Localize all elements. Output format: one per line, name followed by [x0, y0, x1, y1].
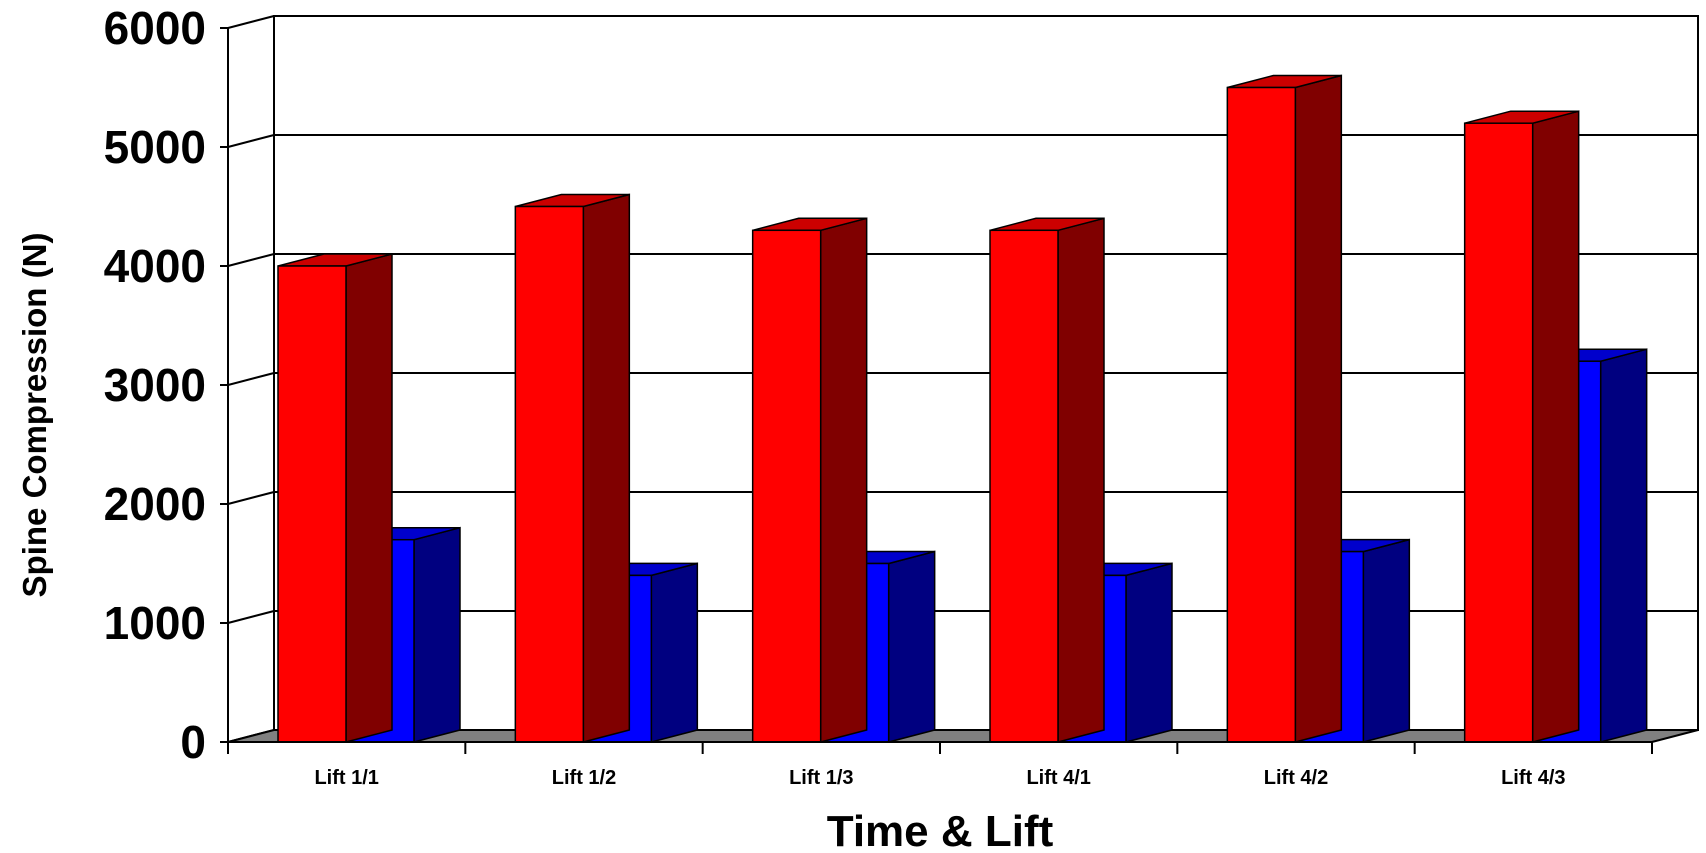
bars [277, 74, 1648, 743]
gridline-side [227, 15, 275, 29]
bar-front [277, 265, 347, 743]
bar [1463, 110, 1580, 743]
y-tick-label: 4000 [104, 240, 206, 292]
bar [514, 193, 631, 743]
bar-side [819, 217, 868, 743]
axes [220, 27, 1653, 754]
gridline-side [227, 134, 275, 148]
bar-front [1463, 122, 1534, 743]
x-category-label: Lift 4/2 [1264, 767, 1328, 789]
bar-side [1531, 110, 1580, 743]
bar-side [1599, 348, 1648, 743]
bar-side [887, 550, 936, 743]
y-tick-label: 0 [180, 716, 206, 768]
bar-side [1057, 217, 1105, 743]
bar-front [989, 229, 1059, 743]
y-tick-labels: 0 1000 2000 3000 4000 5000 6000 [104, 2, 206, 768]
bar [277, 253, 393, 743]
bar-side [582, 193, 631, 743]
bar-side [1294, 74, 1343, 743]
bar-side [413, 526, 461, 743]
y-tick-label: 6000 [104, 2, 206, 54]
x-category-label: Lift 4/1 [1026, 767, 1090, 789]
y-axis-title: Spine Compression (N) [16, 233, 53, 598]
bar-side [1362, 538, 1411, 743]
gridline-side [227, 491, 275, 505]
y-tick-label: 5000 [104, 121, 206, 173]
x-category-label: Lift 1/2 [552, 767, 616, 789]
bar-side [650, 562, 699, 743]
x-category-label: Lift 4/3 [1501, 767, 1565, 789]
bar [751, 217, 868, 743]
gridline-side [227, 253, 275, 267]
x-axis-title: Time & Lift [827, 807, 1054, 853]
bar-front [1226, 86, 1297, 743]
y-tick-label: 3000 [104, 359, 206, 411]
y-tick-label: 1000 [104, 597, 206, 649]
bar [1226, 74, 1343, 743]
x-category-labels: Lift 1/1 Lift 1/2 Lift 1/3 Lift 4/1 Lift 4/2… [314, 767, 1565, 789]
bar-side [345, 253, 393, 743]
bar-front [514, 205, 585, 743]
bar-side [1125, 562, 1173, 743]
x-category-label: Lift 1/1 [314, 767, 378, 789]
bar [989, 217, 1105, 743]
x-category-label: Lift 1/3 [789, 767, 853, 789]
gridline-side [227, 372, 275, 386]
gridline-side [227, 610, 275, 624]
y-tick-label: 2000 [104, 478, 206, 530]
bar-front [751, 229, 822, 743]
